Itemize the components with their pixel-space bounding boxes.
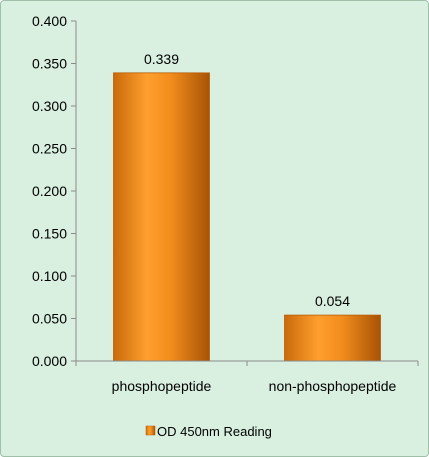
y-tick-label: 0.250 bbox=[32, 141, 67, 157]
y-tick-label: 0.300 bbox=[32, 98, 67, 114]
y-tick-label: 0.000 bbox=[32, 353, 67, 369]
legend: OD 450nm Reading bbox=[145, 424, 272, 439]
legend-swatch bbox=[145, 425, 156, 436]
y-tick-label: 0.050 bbox=[32, 311, 67, 327]
x-category-label: non-phosphopeptide bbox=[269, 378, 397, 394]
y-tick-label: 0.350 bbox=[32, 56, 67, 72]
x-category-label: phosphopeptide bbox=[112, 378, 212, 394]
legend-label: OD 450nm Reading bbox=[157, 424, 272, 439]
y-axis: 0.000 0.050 0.100 0.150 0.200 0.250 0.300 0.350… bbox=[32, 13, 77, 369]
y-tick-label: 0.100 bbox=[32, 268, 67, 284]
y-tick-label: 0.400 bbox=[32, 13, 67, 29]
bar bbox=[113, 72, 210, 362]
y-tick-label: 0.150 bbox=[32, 226, 67, 242]
bars: 0.339 0.054 bbox=[113, 51, 381, 362]
data-label: 0.054 bbox=[315, 293, 350, 309]
bar bbox=[284, 314, 381, 362]
data-label: 0.339 bbox=[144, 51, 179, 67]
y-tick-label: 0.200 bbox=[32, 183, 67, 199]
x-axis: phosphopeptide non-phosphopeptide bbox=[75, 360, 419, 394]
